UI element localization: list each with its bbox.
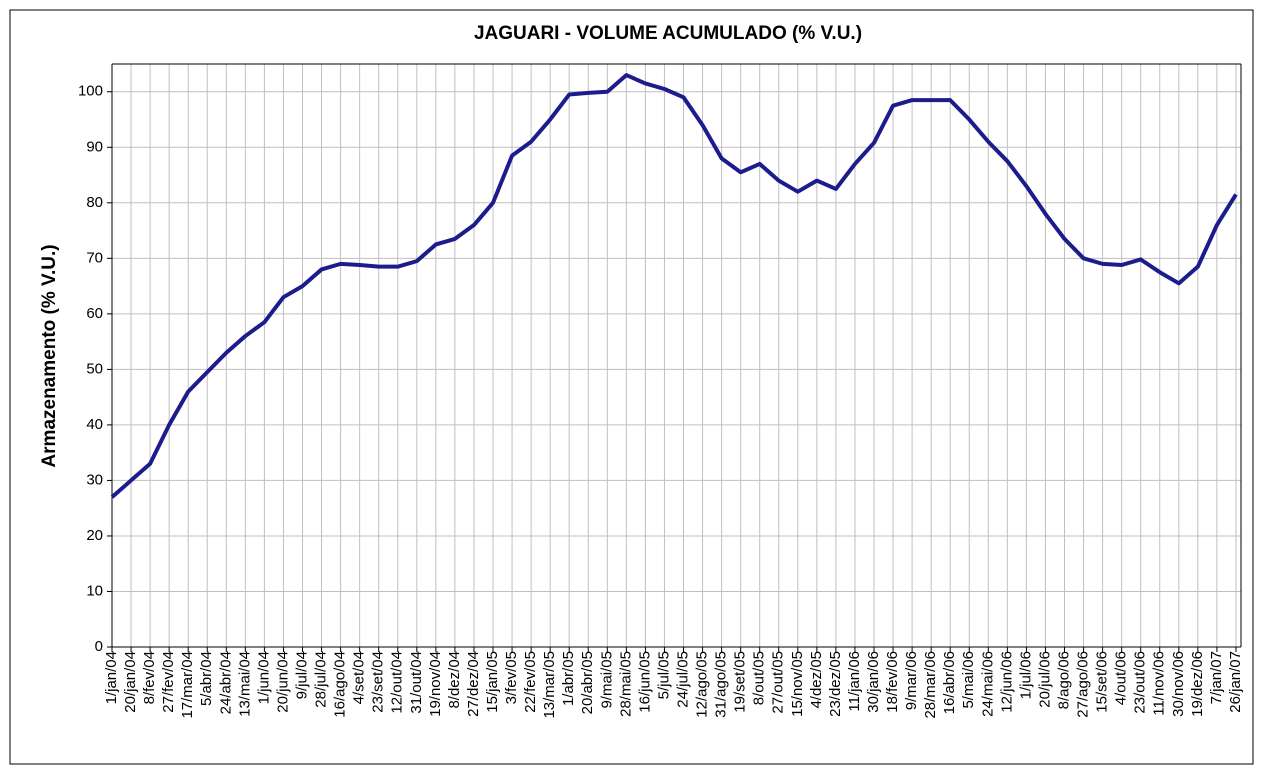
x-tick-label: 22/fev/05 bbox=[522, 651, 539, 713]
y-tick-label: 40 bbox=[86, 416, 103, 433]
x-tick-label: 11/jan/06 bbox=[846, 651, 863, 712]
x-tick-label: 5/abr/04 bbox=[198, 651, 215, 706]
x-tick-label: 5/mai/06 bbox=[960, 651, 977, 709]
y-tick-label: 50 bbox=[86, 360, 103, 377]
x-tick-label: 23/out/06 bbox=[1132, 651, 1149, 714]
x-tick-label: 12/jun/06 bbox=[998, 651, 1015, 713]
x-tick-label: 28/mar/06 bbox=[922, 651, 939, 719]
x-tick-label: 31/out/04 bbox=[408, 651, 425, 714]
x-tick-label: 4/set/04 bbox=[351, 651, 368, 704]
x-tick-label: 20/jun/04 bbox=[274, 651, 291, 713]
x-tick-label: 24/jul/05 bbox=[674, 651, 691, 708]
x-tick-label: 13/mar/05 bbox=[541, 651, 558, 719]
x-tick-label: 8/fev/04 bbox=[141, 651, 158, 704]
chart-frame bbox=[9, 9, 1254, 765]
x-tick-label: 20/jul/06 bbox=[1036, 651, 1053, 708]
x-tick-label: 20/abr/05 bbox=[579, 651, 596, 714]
x-tick-label: 17/mar/04 bbox=[179, 651, 196, 719]
x-tick-label: 15/jan/05 bbox=[484, 651, 501, 713]
x-tick-label: 3/fev/05 bbox=[503, 651, 520, 704]
x-tick-label: 8/out/05 bbox=[751, 651, 768, 705]
x-tick-label: 27/ago/06 bbox=[1075, 651, 1092, 718]
x-tick-label: 30/nov/06 bbox=[1170, 651, 1187, 717]
y-tick-label: 70 bbox=[86, 249, 103, 266]
x-tick-label: 19/dez/06 bbox=[1189, 651, 1206, 717]
chart-title: JAGUARI - VOLUME ACUMULADO (% V.U.) bbox=[474, 23, 862, 44]
x-tick-label: 9/mai/05 bbox=[598, 651, 615, 709]
x-tick-label: 1/jan/04 bbox=[103, 651, 120, 704]
x-tick-label: 5/jul/05 bbox=[655, 651, 672, 699]
y-tick-label: 80 bbox=[86, 194, 103, 211]
data-line bbox=[110, 73, 1238, 499]
x-tick-label: 1/abr/05 bbox=[560, 651, 577, 706]
y-tick-label: 100 bbox=[78, 83, 103, 100]
x-tick-label: 11/nov/06 bbox=[1151, 651, 1168, 716]
y-tick-label: 10 bbox=[86, 582, 103, 599]
x-tick-label: 20/jan/04 bbox=[122, 651, 139, 713]
y-tick-label: 30 bbox=[86, 471, 103, 488]
x-tick-label: 19/set/05 bbox=[732, 651, 749, 713]
x-tick-label: 30/jan/06 bbox=[865, 651, 882, 713]
x-tick-label: 9/jul/04 bbox=[293, 651, 310, 699]
x-tick-label: 23/set/04 bbox=[370, 651, 387, 713]
x-tick-label: 8/dez/04 bbox=[446, 651, 463, 709]
x-tick-label: 19/nov/04 bbox=[427, 651, 444, 717]
y-tick-label: 60 bbox=[86, 305, 103, 322]
x-tick-label: 16/ago/04 bbox=[332, 651, 349, 718]
x-tick-label: 24/abr/04 bbox=[217, 651, 234, 714]
x-tick-label: 13/mai/04 bbox=[236, 651, 253, 717]
y-tick-label: 20 bbox=[86, 527, 103, 544]
y-tick-label: 0 bbox=[95, 638, 103, 655]
y-tick-label: 90 bbox=[86, 138, 103, 155]
x-tick-label: 1/jul/06 bbox=[1017, 651, 1034, 699]
x-tick-label: 23/dez/05 bbox=[827, 651, 844, 717]
x-tick-label: 26/jan/07 bbox=[1227, 651, 1244, 713]
x-tick-label: 8/ago/06 bbox=[1055, 651, 1072, 709]
x-tick-label: 12/out/04 bbox=[389, 651, 406, 714]
x-tick-label: 16/jun/05 bbox=[636, 651, 653, 713]
x-tick-label: 12/ago/05 bbox=[694, 651, 711, 718]
x-tick-label: 16/abr/06 bbox=[941, 651, 958, 714]
x-tick-label: 27/dez/04 bbox=[465, 651, 482, 717]
x-tick-label: 9/mar/06 bbox=[903, 651, 920, 710]
x-tick-label: 31/ago/05 bbox=[713, 651, 730, 718]
x-tick-label: 27/fev/04 bbox=[160, 651, 177, 713]
x-tick-label: 28/mai/05 bbox=[617, 651, 634, 717]
x-tick-label: 15/set/06 bbox=[1094, 651, 1111, 713]
x-tick-label: 18/fev/06 bbox=[884, 651, 901, 713]
x-tick-label: 7/jan/07 bbox=[1208, 651, 1225, 704]
x-tick-label: 24/mai/06 bbox=[979, 651, 996, 717]
x-tick-label: 15/nov/05 bbox=[789, 651, 806, 717]
x-tick-label: 1/jun/04 bbox=[255, 651, 272, 704]
x-tick-label: 4/dez/05 bbox=[808, 651, 825, 709]
x-tick-label: 4/out/06 bbox=[1113, 651, 1130, 705]
y-axis-label: Armazenamento (% V.U.) bbox=[39, 244, 60, 467]
x-tick-label: 28/jul/04 bbox=[313, 651, 330, 708]
x-tick-label: 27/out/05 bbox=[770, 651, 787, 714]
